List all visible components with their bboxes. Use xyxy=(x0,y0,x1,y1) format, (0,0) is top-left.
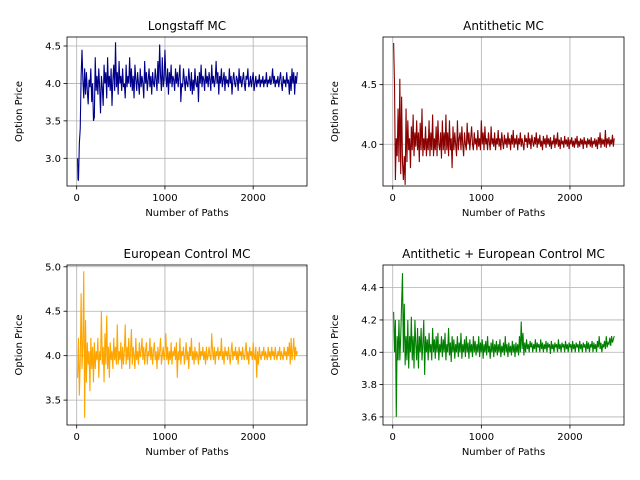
subplot-title: European Control MC xyxy=(124,247,251,261)
axes-frame xyxy=(382,36,625,187)
y-tick-label: 4.0 xyxy=(45,351,61,362)
subplot-title: Antithetic + European Control MC xyxy=(402,247,605,261)
axes-frame xyxy=(66,36,308,187)
x-tick-label: 0 xyxy=(74,193,80,204)
series-line-1 xyxy=(77,271,298,418)
series-line-1 xyxy=(393,42,615,185)
y-tick-label: 3.8 xyxy=(361,380,377,391)
y-tick-label: 4.5 xyxy=(45,41,61,52)
axes-frame xyxy=(66,264,308,426)
subplot-title: Antithetic MC xyxy=(463,19,544,33)
x-tick-label: 2000 xyxy=(557,432,582,443)
x-axis-label: Number of Paths xyxy=(145,447,228,458)
subplot-3: 0 1000 2000 3.5 4.0 4.5 5.0 European Control MC… xyxy=(14,247,308,458)
x-tick-label: 2000 xyxy=(557,193,582,204)
x-tick-label: 2000 xyxy=(240,432,265,443)
x-tick-label: 1000 xyxy=(469,193,494,204)
y-tick-label: 4.4 xyxy=(361,283,377,294)
subplot-4: 0 1000 2000 3.6 3.8 4.0 4.2 4.4 Antithetic + Eur… xyxy=(330,247,625,458)
x-tick-label: 1000 xyxy=(152,193,177,204)
x-tick-label: 1000 xyxy=(469,432,494,443)
y-tick-label: 3.6 xyxy=(361,412,377,423)
subplot-title: Longstaff MC xyxy=(148,19,226,33)
x-tick-label: 0 xyxy=(74,432,80,443)
x-tick-label: 1000 xyxy=(152,432,177,443)
x-axis-label: Number of Paths xyxy=(145,208,228,219)
subplot-2: 0 1000 2000 4.0 4.5 Antithetic MC Number of Pa… xyxy=(330,19,625,219)
series-line-1 xyxy=(393,273,615,417)
y-tick-label: 3.5 xyxy=(45,396,61,407)
y-tick-label: 4.0 xyxy=(361,348,377,359)
y-axis-label: Option Price xyxy=(330,81,341,142)
y-tick-label: 4.2 xyxy=(361,315,377,326)
y-axis-label: Option Price xyxy=(330,315,341,376)
y-axis-label: Option Price xyxy=(14,81,25,142)
x-axis-label: Number of Paths xyxy=(462,447,545,458)
x-axis-label: Number of Paths xyxy=(462,208,545,219)
y-tick-label: 3.0 xyxy=(45,154,61,165)
subplot-1: 0 1000 2000 3.0 3.5 4.0 4.5 Longstaff MC Number … xyxy=(14,19,308,219)
axes-frame xyxy=(382,264,625,426)
x-tick-label: 0 xyxy=(390,432,396,443)
y-axis-label: Option Price xyxy=(14,315,25,376)
y-tick-label: 4.0 xyxy=(361,140,377,151)
y-tick-label: 4.0 xyxy=(45,79,61,90)
y-tick-label: 3.5 xyxy=(45,116,61,127)
x-tick-label: 2000 xyxy=(240,193,265,204)
y-tick-label: 4.5 xyxy=(45,307,61,318)
series-line-1 xyxy=(77,42,298,181)
y-tick-label: 5.0 xyxy=(45,262,61,273)
x-tick-label: 0 xyxy=(390,193,396,204)
y-tick-label: 4.5 xyxy=(361,80,377,91)
